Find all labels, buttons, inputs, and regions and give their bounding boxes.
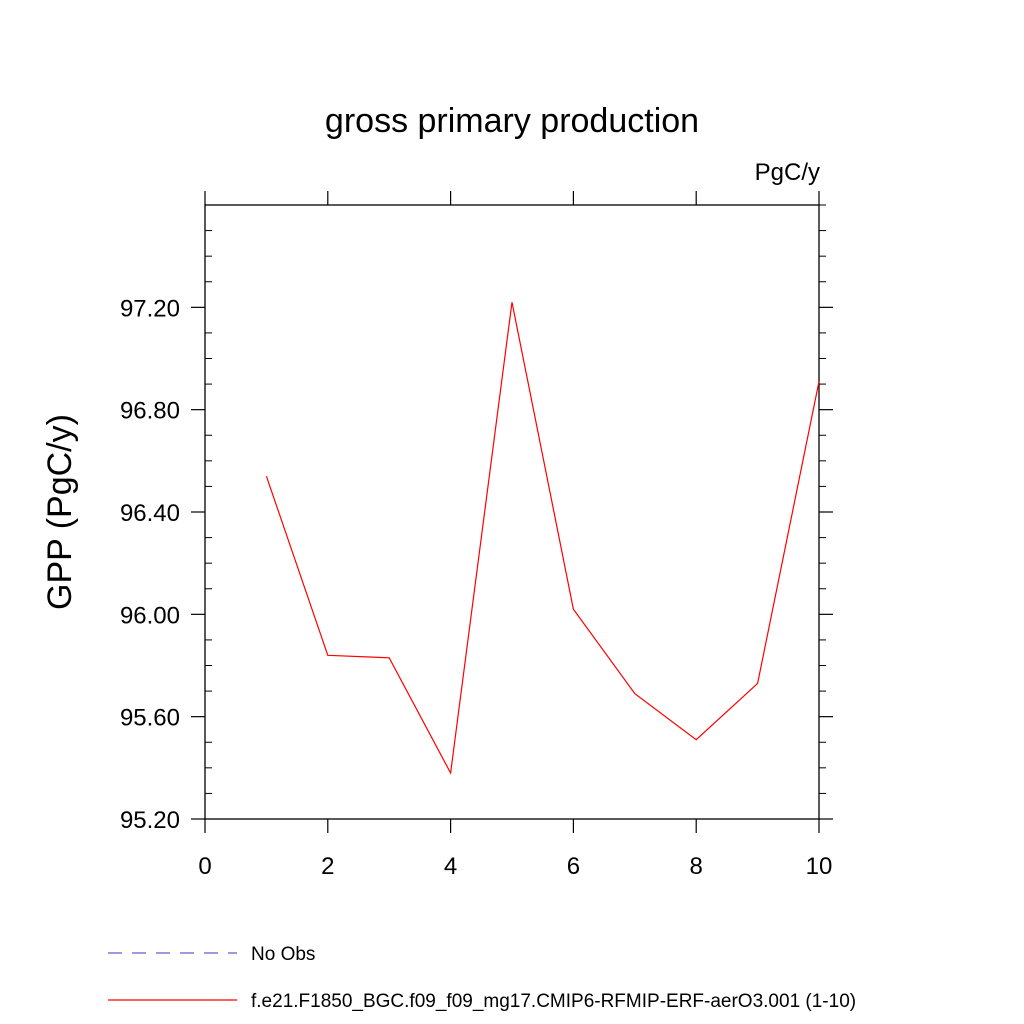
x-tick-label: 10: [806, 853, 833, 880]
plot-frame: [204, 204, 820, 820]
legend: No Obs f.e21.F1850_BGC.f09_f09_mg17.CMIP6…: [108, 944, 856, 1012]
x-tick-label: 4: [444, 853, 457, 880]
ticks: 0 2 4 6 8 10 95.20 95.60 96.00 96.40 96.80 97.20: [120, 191, 833, 880]
series-lines: [265, 302, 820, 775]
y-tick-label: 96.80: [120, 398, 180, 425]
y-tick-label: 95.60: [120, 705, 180, 732]
y-tick-label: 96.40: [120, 500, 180, 527]
x-tick-label: 2: [321, 853, 334, 880]
chart-title: gross primary production: [325, 102, 699, 140]
y-tick-label: 95.20: [120, 807, 180, 834]
legend-label-0: No Obs: [251, 944, 315, 965]
x-tick-label: 6: [567, 853, 580, 880]
y-tick-label: 97.20: [120, 295, 180, 322]
x-tick-label: 8: [690, 853, 703, 880]
y-tick-label: 96.00: [120, 602, 180, 629]
series-line-1: [265, 302, 820, 775]
x-tick-label: 0: [198, 853, 211, 880]
units-label: PgC/y: [755, 159, 820, 186]
y-axis-label: GPP (PgC/y): [41, 414, 79, 610]
legend-label-1: f.e21.F1850_BGC.f09_f09_mg17.CMIP6-RFMIP…: [251, 991, 856, 1012]
axes: [204, 204, 820, 820]
